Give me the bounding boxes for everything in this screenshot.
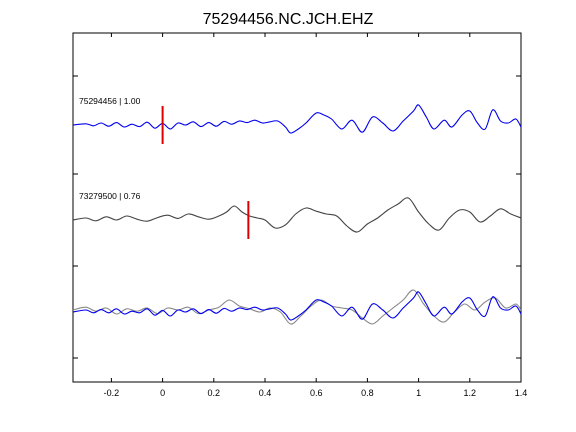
y-ticks	[73, 75, 521, 359]
x-axis: -0.2 0 0.2 0.4 0.6 0.8 1 1.2 1.4	[104, 33, 528, 398]
x-tick-label: 1	[416, 388, 421, 398]
x-tick-label: 0.6	[310, 388, 323, 398]
x-tick-label: 0	[160, 388, 165, 398]
overlay-gray-line	[72, 289, 522, 325]
x-tick-label: 1.4	[515, 388, 528, 398]
x-tick-label: -0.2	[104, 388, 120, 398]
traces-layer: 75294456 | 1.00 73279500 | 0.76	[72, 96, 522, 325]
x-tick-label: 0.2	[208, 388, 221, 398]
trace-label-2: 73279500 | 0.76	[79, 191, 141, 201]
x-tick-label: 1.2	[464, 388, 477, 398]
overlay-blue-line	[72, 291, 522, 321]
x-tick-label: 0.4	[259, 388, 272, 398]
x-tick-label: 0.8	[361, 388, 374, 398]
trace-line-1	[72, 104, 522, 134]
trace-label-1: 75294456 | 1.00	[79, 96, 141, 106]
chart-title: 75294456.NC.JCH.EHZ	[203, 11, 374, 28]
trace-line-2	[72, 197, 522, 233]
plot-frame	[72, 32, 522, 383]
